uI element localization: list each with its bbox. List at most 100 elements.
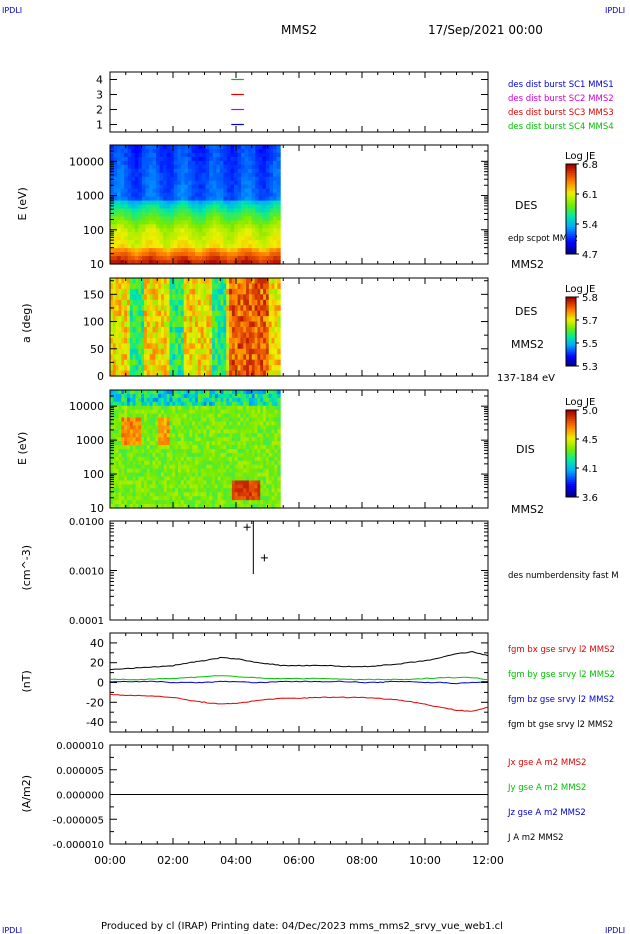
heatmap-cell: [226, 172, 232, 178]
heatmap-cell: [265, 184, 271, 190]
heatmap-cell: [269, 184, 274, 190]
heatmap-cell: [118, 359, 122, 366]
heatmap-cell: [113, 232, 118, 237]
heatmap-cell: [268, 421, 273, 426]
heatmap-cell: [187, 236, 193, 241]
heatmap-cell: [134, 148, 139, 154]
heatmap-cell: [230, 228, 235, 233]
y-tick-label: 10000: [69, 400, 104, 413]
heatmap-cell: [158, 437, 162, 442]
heatmap-cell: [129, 433, 134, 438]
colorbar-cell: [566, 238, 576, 241]
heatmap-cell: [138, 176, 143, 182]
heatmap-cell: [273, 192, 278, 198]
heatmap-cell: [192, 468, 196, 474]
heatmap-cell: [229, 327, 233, 334]
heatmap-cell: [155, 468, 159, 474]
heatmap-cell: [121, 456, 125, 462]
heatmap-cell: [120, 232, 125, 237]
heatmap-cell: [177, 184, 182, 190]
heatmap-cell: [248, 168, 253, 174]
heatmap-cell: [158, 405, 162, 411]
heatmap-cell: [212, 401, 216, 407]
heatmap-cell: [166, 305, 171, 312]
heatmap-cell: [217, 321, 222, 328]
heatmap-cell: [241, 252, 246, 257]
heatmap-cell: [192, 429, 196, 434]
heatmap-cell: [263, 496, 267, 501]
heatmap-cell: [226, 348, 230, 355]
heatmap-cell: [141, 405, 145, 411]
heatmap-cell: [209, 452, 213, 458]
heatmap-cell: [240, 327, 244, 334]
heatmap-cell: [163, 212, 168, 217]
heatmap-cell: [145, 176, 150, 182]
heatmap-cell: [212, 429, 216, 434]
heatmap-cell: [124, 224, 129, 229]
heatmap-cell: [269, 256, 274, 261]
heatmap-cell: [202, 220, 207, 225]
colorbar-tick-label: 5.8: [582, 293, 598, 304]
heatmap-cell: [166, 359, 171, 366]
heatmap-cell: [205, 156, 210, 162]
heatmap-cell: [257, 437, 261, 442]
heatmap-cell: [237, 236, 242, 241]
heatmap-cell: [265, 488, 270, 493]
heatmap-cell: [231, 390, 236, 395]
heatmap-cell: [192, 337, 196, 344]
heatmap-cell: [195, 337, 199, 344]
heatmap-cell: [115, 288, 120, 295]
heatmap-cell: [251, 224, 256, 229]
heatmap-cell: [205, 188, 210, 194]
heatmap-cell: [212, 200, 217, 206]
heatmap-cell: [183, 316, 188, 323]
heatmap-cell: [276, 164, 281, 170]
heatmap-cell: [197, 480, 202, 485]
heatmap-cell: [138, 156, 143, 162]
heatmap-cell: [129, 321, 134, 328]
heatmap-cell: [220, 397, 224, 403]
heatmap-cell: [180, 500, 185, 505]
heatmap-cell: [159, 208, 164, 214]
colorbar-cell: [566, 177, 576, 181]
heatmap-cell: [220, 421, 224, 426]
heatmap-cell: [214, 397, 219, 403]
colorbar-cell: [566, 227, 576, 230]
heatmap-cell: [186, 354, 190, 361]
heatmap-cell: [244, 236, 249, 241]
heatmap-cell: [180, 441, 185, 446]
heatmap-cell: [195, 348, 199, 355]
heatmap-cell: [166, 184, 171, 190]
heatmap-cell: [248, 196, 253, 202]
heatmap-cell: [216, 236, 221, 241]
heatmap-cell: [226, 429, 230, 434]
heatmap-cell: [265, 413, 270, 419]
heatmap-cell: [212, 437, 216, 442]
heatmap-cell: [173, 248, 178, 253]
heatmap-cell: [229, 343, 233, 350]
heatmap-cell: [195, 393, 199, 399]
heatmap-cell: [112, 348, 117, 355]
heatmap-cell: [226, 488, 230, 493]
heatmap-cell: [200, 288, 205, 295]
heatmap-cell: [166, 425, 171, 430]
heatmap-cell: [220, 484, 224, 489]
heatmap-cell: [262, 236, 267, 241]
heatmap-cell: [262, 164, 267, 170]
heatmap-cell: [146, 445, 151, 450]
heatmap-cell: [268, 327, 273, 334]
heatmap-cell: [226, 236, 232, 241]
heatmap-cell: [217, 476, 222, 482]
heatmap-cell: [149, 405, 154, 411]
heatmap-cell: [113, 180, 118, 186]
heatmap-cell: [173, 224, 178, 229]
heatmap-cell: [187, 248, 193, 253]
heatmap-cell: [262, 152, 267, 158]
heatmap-cell: [184, 145, 189, 150]
heatmap-cell: [203, 316, 207, 323]
heatmap-cell: [146, 288, 151, 295]
heatmap-cell: [120, 236, 125, 241]
heatmap-cell: [260, 425, 264, 430]
heatmap-cell: [240, 437, 244, 442]
heatmap-cell: [229, 441, 233, 446]
